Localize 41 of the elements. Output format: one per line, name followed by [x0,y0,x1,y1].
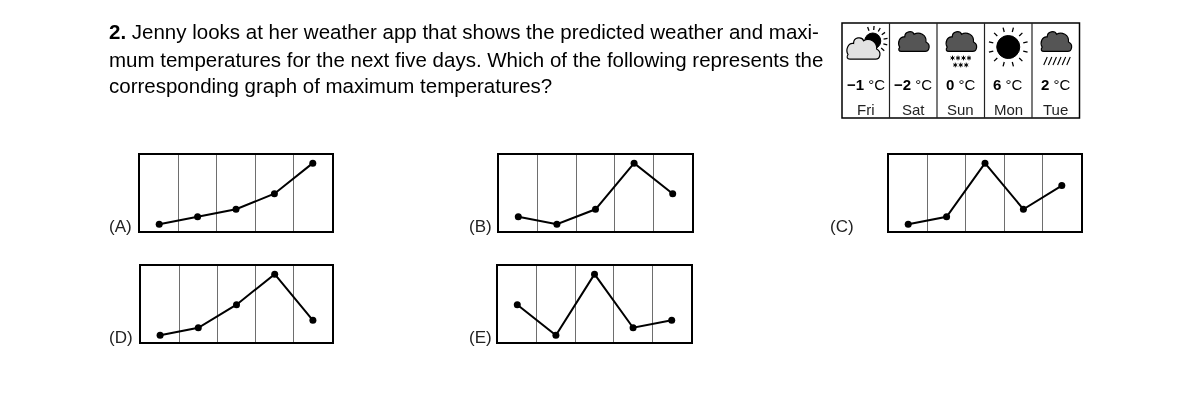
point [1019,205,1027,213]
text: (B) [469,217,492,236]
point [629,324,637,332]
category-label: Sat [902,101,926,118]
point [513,301,521,309]
point [943,213,951,221]
point [271,270,279,278]
text: (E) [469,328,492,347]
data-label: 0 °C [946,76,976,93]
data-label: −1 °C [847,76,886,93]
data-label: −2 °C [894,76,933,93]
point [668,316,676,324]
point [232,205,240,213]
point [156,331,164,339]
point [233,301,240,309]
category-label: Mon [994,101,1024,118]
category-label: Tue [1043,101,1069,118]
point [309,316,317,324]
point [592,205,599,213]
text: (D) [109,328,133,347]
point [1058,182,1066,190]
point [553,220,561,228]
point [309,159,317,167]
point [270,190,278,198]
point [194,213,202,221]
text: (A) [109,217,132,236]
data-label: 2 °C [1041,76,1071,93]
point [552,331,560,339]
category-label: Fri [857,101,875,118]
text: 2. Jenny looks at her weather app that shows the predicted weather and maxi- mum temperatures for the next five days. Which of the following represents the corresponding graph of maximum temperatures? [109,20,824,97]
point [514,213,522,221]
category-label: Sun [947,101,974,118]
point [981,159,989,167]
point [194,324,202,332]
point [669,190,677,198]
point [155,220,163,228]
point [904,220,912,228]
text: (C) [830,217,854,236]
point [630,159,638,167]
point [591,270,598,278]
data-label: 6 °C [993,76,1023,93]
